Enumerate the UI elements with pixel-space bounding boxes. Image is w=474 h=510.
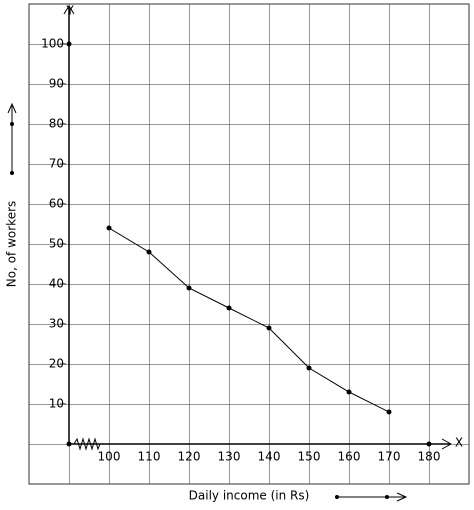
y-axis-label: No, of workers — [5, 201, 19, 288]
y-tick-label: 70 — [49, 157, 64, 171]
origin-dot — [66, 441, 72, 447]
y-tick-label: 100 — [41, 37, 64, 51]
data-point — [306, 365, 312, 371]
x-tick-label: 170 — [378, 450, 401, 464]
data-point — [186, 285, 192, 291]
axis-dot — [426, 441, 432, 447]
data-point — [146, 249, 152, 255]
y-tick-label: 30 — [49, 317, 64, 331]
arrow-dot — [335, 495, 339, 499]
data-point — [226, 305, 232, 311]
y-tick-label: 80 — [49, 117, 64, 131]
x-tick-label: 120 — [178, 450, 201, 464]
x-axis-label: Daily income (in Rs) — [189, 489, 310, 503]
y-tick-label: 10 — [49, 397, 64, 411]
grid-background — [28, 3, 470, 485]
axis-dot — [66, 41, 72, 47]
axis-break — [73, 437, 101, 451]
x-axis-name: X — [455, 436, 463, 450]
y-axis-name: Y — [65, 4, 74, 18]
arrow-dot — [385, 495, 389, 499]
x-tick-label: 110 — [138, 450, 161, 464]
x-axis-arrow — [441, 438, 453, 450]
x-tick-label: 140 — [258, 450, 281, 464]
x-tick-label: 160 — [338, 450, 361, 464]
y-tick-label: 60 — [49, 197, 64, 211]
y-label-arrowhead — [7, 102, 17, 114]
arrow-dot — [10, 171, 14, 175]
x-tick-label: 130 — [218, 450, 241, 464]
data-point — [266, 325, 272, 331]
data-line — [108, 227, 390, 413]
arrow-dot — [10, 122, 14, 126]
y-axis-arrow — [63, 5, 75, 15]
y-tick-label: 40 — [49, 277, 64, 291]
x-label-arrowhead — [396, 492, 408, 502]
y-tick-label: 90 — [49, 77, 64, 91]
x-tick-label: 180 — [418, 450, 441, 464]
x-tick-label: 150 — [298, 450, 321, 464]
y-tick-label: 20 — [49, 357, 64, 371]
data-point — [106, 225, 112, 231]
data-point — [386, 409, 392, 415]
y-tick-label: 50 — [49, 237, 64, 251]
data-point — [346, 389, 352, 395]
x-tick-label: 100 — [98, 450, 121, 464]
